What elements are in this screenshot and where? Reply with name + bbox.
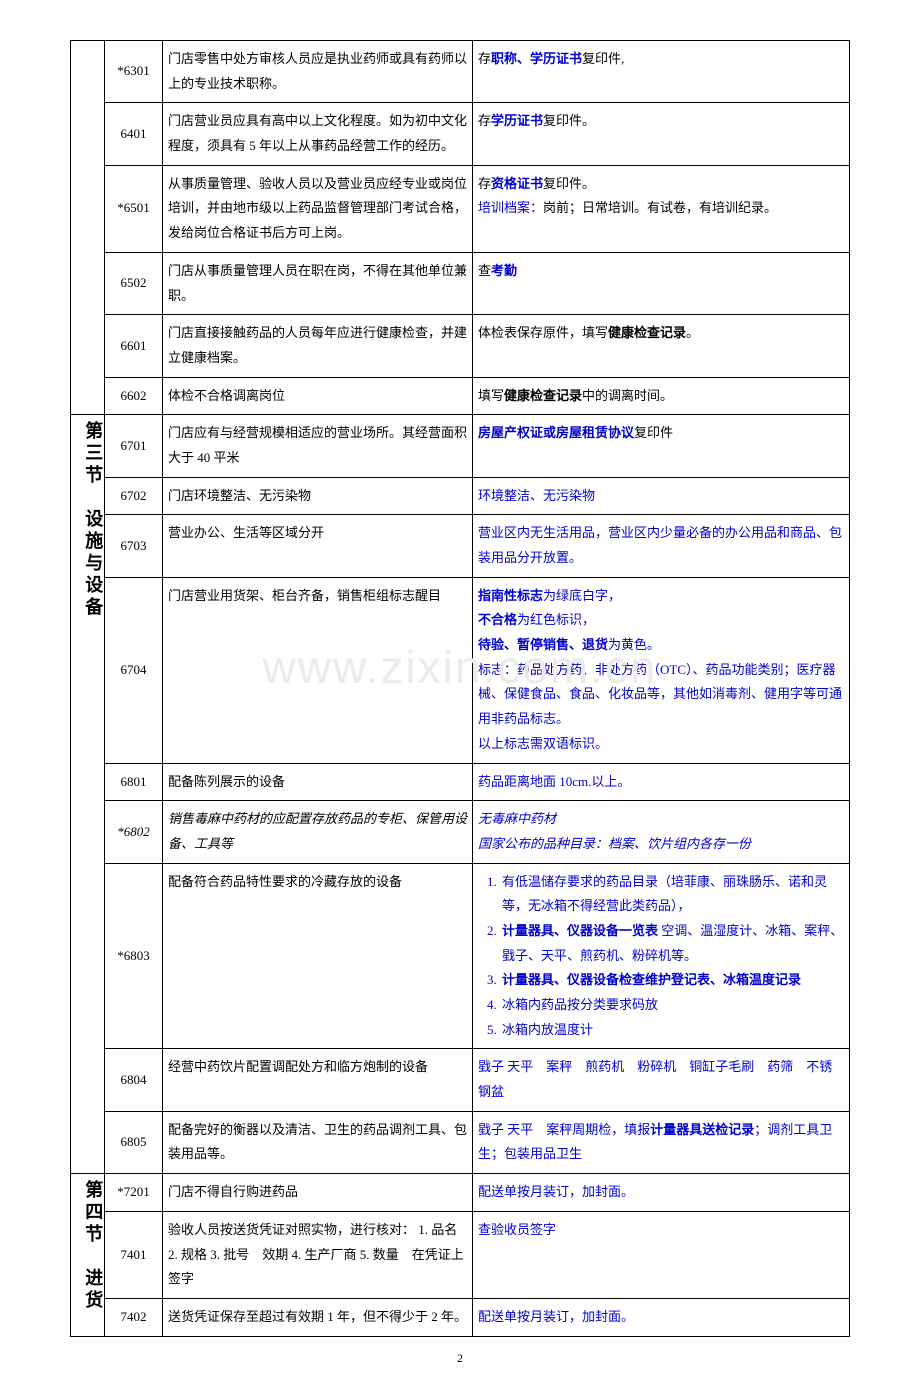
section-header: 第四节 进货 [71,1174,105,1336]
code-cell: 6703 [105,515,163,577]
code-cell: 7402 [105,1298,163,1336]
rule-cell: 门店零售中处方审核人员应是执业药师或具有药师以上的专业技术职称。 [163,41,473,103]
rule-cell: 配备陈列展示的设备 [163,763,473,801]
note-cell: 戥子 天平 案秤 煎药机 粉碎机 铜缸子毛刷 药筛 不锈钢盆 [473,1049,850,1111]
note-cell: 有低温储存要求的药品目录（培菲康、丽珠肠乐、诺和灵等，无冰箱不得经营此类药品），… [473,863,850,1049]
note-cell: 房屋产权证或房屋租赁协议复印件 [473,415,850,477]
rule-cell: 验收人员按送货凭证对照实物，进行核对： 1. 品名 2. 规格 3. 批号 效期… [163,1211,473,1298]
code-cell: 6602 [105,377,163,415]
rule-cell: 门店不得自行购进药品 [163,1174,473,1212]
note-cell: 存职称、学历证书复印件, [473,41,850,103]
rule-cell: 门店应有与经营规模相适应的营业场所。其经营面积大于 40 平米 [163,415,473,477]
code-cell: *6802 [105,801,163,863]
code-cell: 6401 [105,103,163,165]
rule-cell: 销售毒麻中药材的应配置存放药品的专柜、保管用设备、工具等 [163,801,473,863]
note-cell: 药品距离地面 10cm.以上。 [473,763,850,801]
note-cell: 存资格证书复印件。培训档案：岗前；日常培训。有试卷，有培训纪录。 [473,165,850,252]
rule-cell: 从事质量管理、验收人员以及营业员应经专业或岗位培训，并由地市级以上药品监督管理部… [163,165,473,252]
rule-cell: 门店从事质量管理人员在职在岗，不得在其他单位兼职。 [163,252,473,314]
rule-cell: 门店直接接触药品的人员每年应进行健康检查，并建立健康档案。 [163,315,473,377]
code-cell: 6805 [105,1111,163,1173]
code-cell: *6803 [105,863,163,1049]
code-cell: 6502 [105,252,163,314]
note-cell: 体检表保存原件，填写健康检查记录。 [473,315,850,377]
code-cell: 6701 [105,415,163,477]
rule-cell: 门店营业员应具有高中以上文化程度。如为初中文化程度，须具有 5 年以上从事药品经… [163,103,473,165]
code-cell: *6501 [105,165,163,252]
code-cell: 6702 [105,477,163,515]
code-cell: 7401 [105,1211,163,1298]
code-cell: 6801 [105,763,163,801]
code-cell: *7201 [105,1174,163,1212]
note-cell: 配送单按月装订，加封面。 [473,1174,850,1212]
note-cell: 戥子 天平 案秤周期检，填报计量器具送检记录；调剂工具卫生；包装用品卫生 [473,1111,850,1173]
section-header [71,41,105,415]
note-cell: 查验收员签字 [473,1211,850,1298]
code-cell: 6704 [105,577,163,763]
rule-cell: 门店营业用货架、柜台齐备，销售柜组标志醒目 [163,577,473,763]
rule-cell: 营业办公、生活等区域分开 [163,515,473,577]
code-cell: 6601 [105,315,163,377]
rule-cell: 门店环境整洁、无污染物 [163,477,473,515]
note-cell: 指南性标志为绿底白字，不合格为红色标识，待验、暂停销售、退货为黄色。标志：药品处… [473,577,850,763]
page-number: 2 [70,1351,850,1366]
rule-cell: 配备完好的衡器以及清洁、卫生的药品调剂工具、包装用品等。 [163,1111,473,1173]
note-cell: 营业区内无生活用品，营业区内少量必备的办公用品和商品、包装用品分开放置。 [473,515,850,577]
rule-cell: 体检不合格调离岗位 [163,377,473,415]
main-table: *6301门店零售中处方审核人员应是执业药师或具有药师以上的专业技术职称。存职称… [70,40,850,1337]
code-cell: *6301 [105,41,163,103]
note-cell: 配送单按月装订，加封面。 [473,1298,850,1336]
note-cell: 查考勤 [473,252,850,314]
note-cell: 填写健康检查记录中的调离时间。 [473,377,850,415]
note-cell: 存学历证书复印件。 [473,103,850,165]
rule-cell: 经营中药饮片配置调配处方和临方炮制的设备 [163,1049,473,1111]
rule-cell: 送货凭证保存至超过有效期 1 年，但不得少于 2 年。 [163,1298,473,1336]
code-cell: 6804 [105,1049,163,1111]
note-cell: 环境整洁、无污染物 [473,477,850,515]
section-header: 第三节 设施与设备 [71,415,105,1174]
note-cell: 无毒麻中药材国家公布的品种目录：档案、饮片组内各存一份 [473,801,850,863]
rule-cell: 配备符合药品特性要求的冷藏存放的设备 [163,863,473,1049]
